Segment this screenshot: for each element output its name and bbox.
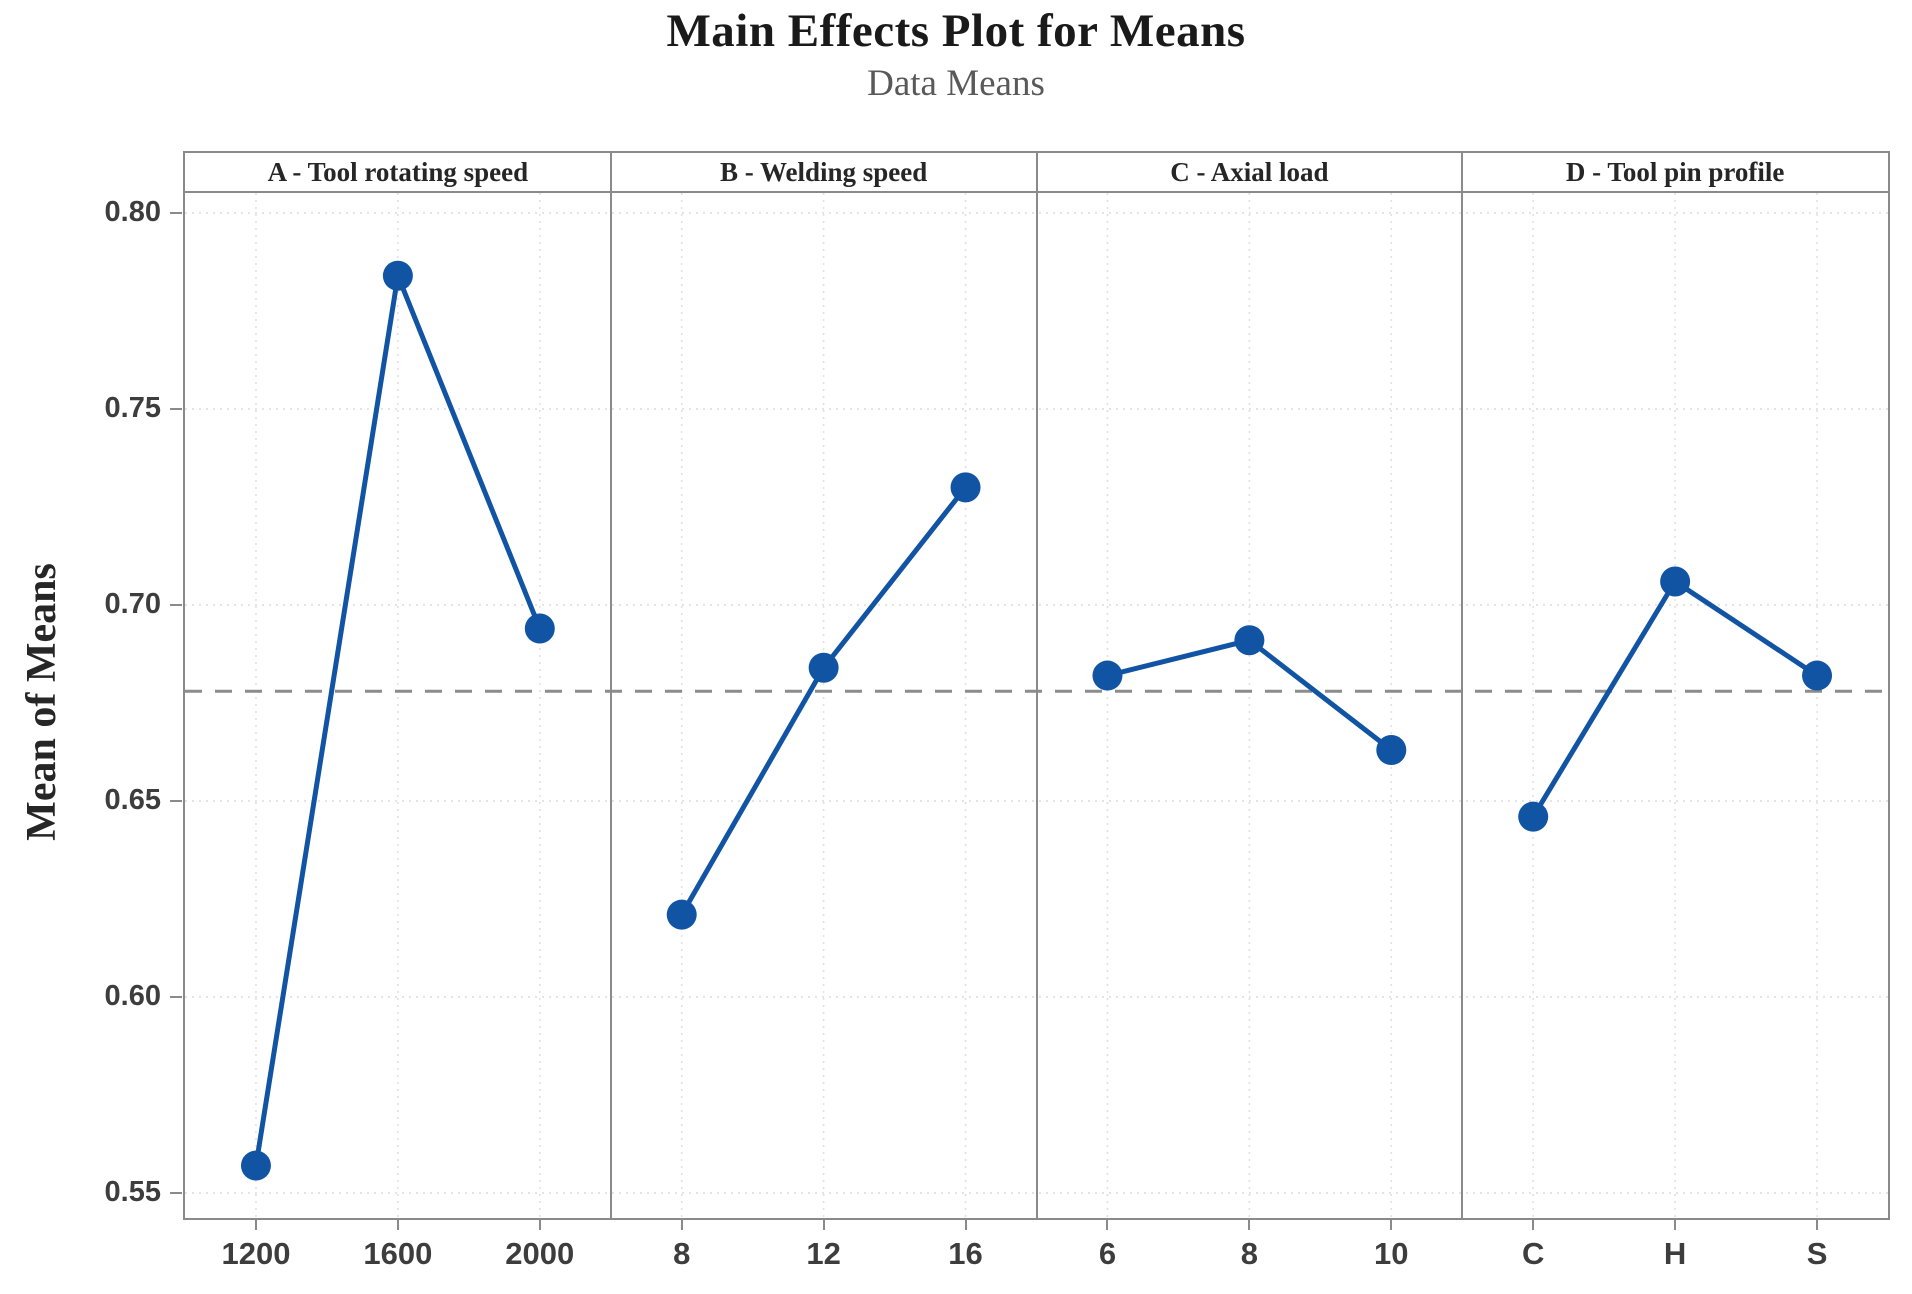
data-point <box>1234 625 1265 656</box>
x-tick-label: 2000 <box>505 1236 575 1271</box>
data-point <box>382 260 413 291</box>
x-tick-label: 10 <box>1374 1236 1409 1271</box>
panel-divider <box>1461 153 1464 1218</box>
plot-region: A - Tool rotating speed B - Welding speed… <box>183 151 1890 1220</box>
data-point <box>1518 801 1549 832</box>
y-tick-label: 0.55 <box>104 1175 161 1208</box>
y-axis-title: Mean of Means <box>19 563 65 841</box>
x-tick-mark <box>964 1218 967 1230</box>
x-tick-mark <box>396 1218 399 1230</box>
x-tick-mark <box>822 1218 825 1230</box>
data-point <box>950 472 981 503</box>
y-tick-mark <box>170 212 182 214</box>
y-tick-mark <box>170 996 182 998</box>
x-tick-mark <box>1674 1218 1677 1230</box>
y-tick-label: 0.75 <box>104 391 161 424</box>
y-tick-mark <box>170 1192 182 1194</box>
x-tick-mark <box>1390 1218 1393 1230</box>
chart-canvas <box>185 193 1888 1218</box>
data-point <box>1660 566 1691 597</box>
y-tick-mark <box>170 604 182 606</box>
x-tick-label: 6 <box>1098 1236 1117 1271</box>
data-point <box>524 613 555 644</box>
y-tick-label: 0.60 <box>104 979 161 1012</box>
x-tick-label: 12 <box>806 1236 841 1271</box>
x-tick-mark <box>1248 1218 1251 1230</box>
data-point <box>1802 660 1833 691</box>
x-tick-label: C <box>1522 1236 1545 1271</box>
y-tick-label: 0.80 <box>104 195 161 228</box>
x-tick-label: 8 <box>1240 1236 1258 1271</box>
x-tick-label: 16 <box>948 1236 983 1271</box>
x-tick-mark <box>538 1218 541 1230</box>
panel-divider <box>1035 153 1038 1218</box>
y-tick-label: 0.65 <box>104 783 161 816</box>
x-tick-label: 1600 <box>363 1236 433 1271</box>
y-tick-label: 0.70 <box>104 587 161 620</box>
chart-title: Main Effects Plot for Means <box>666 5 1246 57</box>
x-tick-mark <box>680 1218 683 1230</box>
x-tick-label: S <box>1806 1236 1828 1271</box>
y-tick-mark <box>170 408 182 410</box>
data-point <box>666 899 697 930</box>
data-point <box>1092 660 1123 691</box>
x-tick-label: 8 <box>673 1236 691 1271</box>
x-tick-label: H <box>1663 1236 1687 1271</box>
y-tick-mark <box>170 800 182 802</box>
data-point <box>240 1150 271 1181</box>
panel-divider <box>609 153 612 1218</box>
panel-header: A - Tool rotating speed <box>267 156 529 187</box>
panel-header: B - Welding speed <box>719 156 928 187</box>
data-point <box>808 652 839 683</box>
chart-subtitle: Data Means <box>867 63 1045 104</box>
x-tick-mark <box>1532 1218 1535 1230</box>
x-tick-label: 1200 <box>221 1236 291 1271</box>
panel-header: D - Tool pin profile <box>1565 156 1785 187</box>
data-point <box>1376 735 1407 766</box>
x-tick-mark <box>1106 1218 1109 1230</box>
panel-header: C - Axial load <box>1170 156 1329 187</box>
x-tick-mark <box>1816 1218 1819 1230</box>
x-tick-mark <box>254 1218 257 1230</box>
